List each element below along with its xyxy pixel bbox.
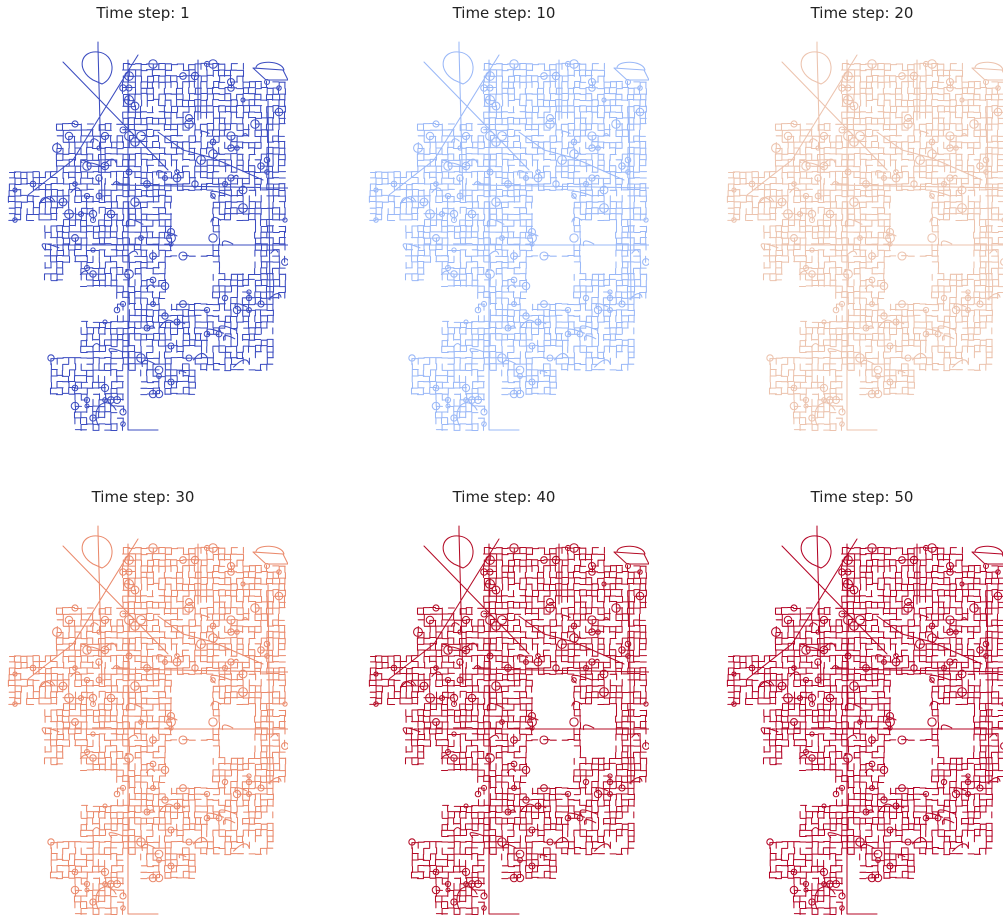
panel-title: Time step: 10 bbox=[452, 4, 556, 22]
panel-title: Time step: 1 bbox=[96, 4, 190, 22]
road-network-map bbox=[726, 525, 1003, 916]
road-network-map bbox=[7, 525, 288, 916]
panel-title: Time step: 30 bbox=[91, 488, 195, 506]
panel-title: Time step: 50 bbox=[810, 488, 914, 506]
road-network-map bbox=[368, 41, 649, 432]
road-network-map bbox=[726, 41, 1003, 432]
road-network bbox=[368, 525, 649, 916]
map-panel-3: Time step: 20 bbox=[717, 0, 1003, 440]
panel-title: Time step: 20 bbox=[810, 4, 914, 22]
road-network bbox=[7, 525, 288, 916]
road-network-map bbox=[368, 525, 649, 916]
panel-title: Time step: 40 bbox=[452, 488, 556, 506]
map-panel-4: Time step: 30 bbox=[0, 484, 288, 924]
map-panel-1: Time step: 1 bbox=[0, 0, 288, 440]
road-network bbox=[726, 525, 1003, 916]
road-network bbox=[726, 41, 1003, 432]
map-panel-5: Time step: 40 bbox=[359, 484, 649, 924]
map-panel-6: Time step: 50 bbox=[717, 484, 1003, 924]
road-network bbox=[368, 41, 649, 432]
map-panel-2: Time step: 10 bbox=[359, 0, 649, 440]
road-network-map bbox=[7, 41, 288, 432]
road-network bbox=[7, 41, 288, 432]
